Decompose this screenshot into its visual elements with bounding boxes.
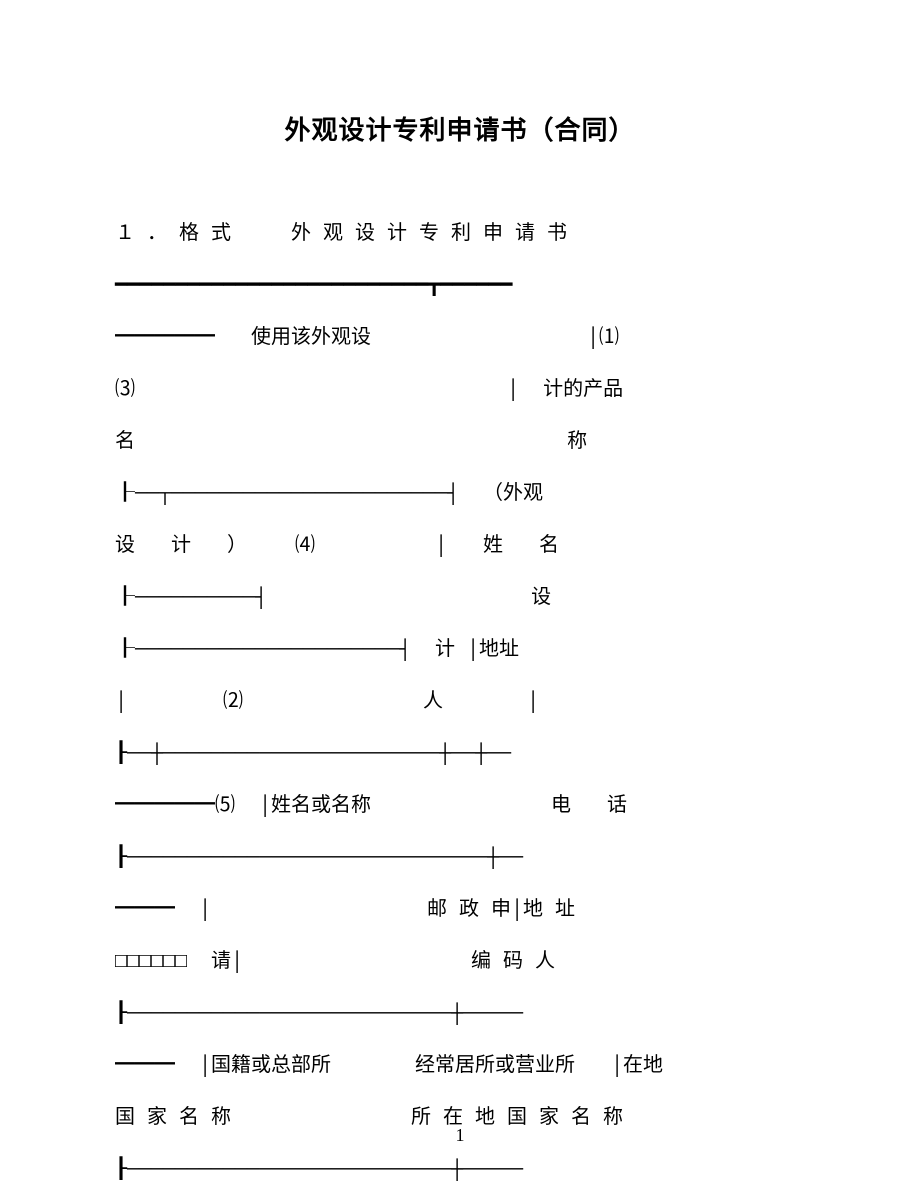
- form-line: ┠──────────────────────────────┼──: [115, 833, 805, 885]
- page-number: 1: [0, 1125, 920, 1146]
- form-line: ⑶ │ 计的产品: [115, 365, 805, 417]
- form-line: 设 计 ） ⑷ │ 姓 名: [115, 521, 805, 573]
- form-line: ┠──┼───────────────────────┼──┼──: [115, 729, 805, 781]
- form-line: ━━━ │ 邮 政 申│地 址: [115, 885, 805, 937]
- form-line: ┠──────────┤ 设: [115, 573, 805, 625]
- form-line: ┠───────────────────────────┼─────: [115, 989, 805, 1041]
- form-line: 名 称: [115, 417, 805, 469]
- form-line: ━━━ │国籍或总部所 经常居所或营业所 │在地: [115, 1041, 805, 1093]
- form-line: ┠───────────────────────────┼─────: [115, 1145, 805, 1197]
- form-line: ┠──────────────────────┤ 计 │地址: [115, 625, 805, 677]
- document-title: 外观设计专利申请书（合同）: [115, 110, 805, 147]
- form-line: ━━━━━ 使用该外观设 │⑴: [115, 313, 805, 365]
- form-line: ┠──┬───────────────────────┤ （外观: [115, 469, 805, 521]
- form-line: ━━━━━⑸ │姓名或名称 电 话: [115, 781, 805, 833]
- form-line: １ ． 格 式 外 观 设 计 专 利 申 请 书: [115, 209, 805, 261]
- form-line: ━━━━━━━━━━━━━━━━━━━━━━━━━━┳━━━━━━: [115, 261, 805, 313]
- document-page: 外观设计专利申请书（合同） １ ． 格 式 外 观 设 计 专 利 申 请 书 …: [0, 0, 920, 1192]
- form-line: □□□□□□ 请│ 编 码 人: [115, 937, 805, 989]
- form-line: │ ⑵ 人 │: [115, 677, 805, 729]
